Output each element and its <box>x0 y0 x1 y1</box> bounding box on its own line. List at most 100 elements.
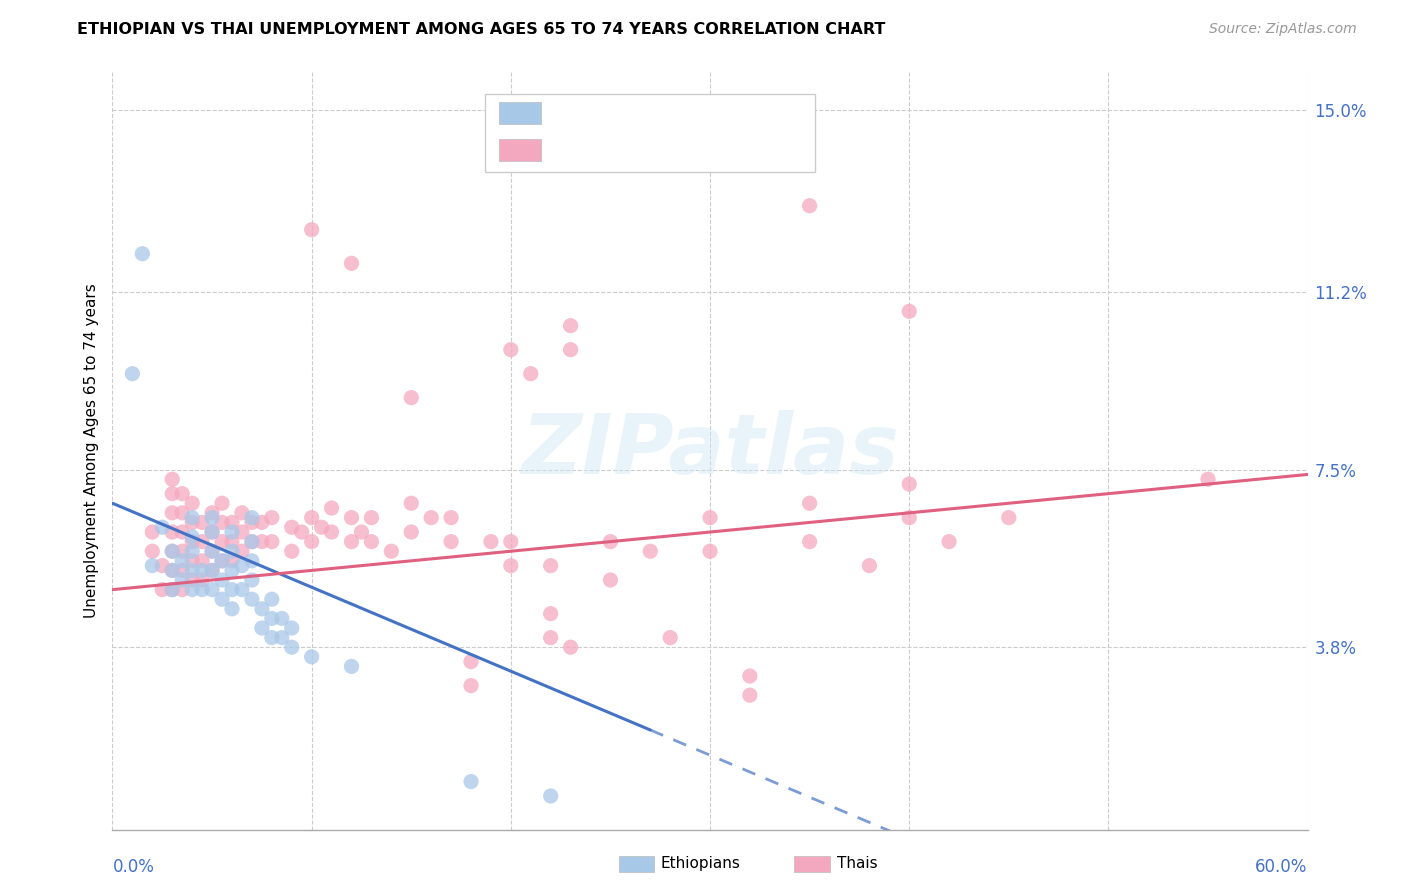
Point <box>858 558 880 573</box>
Point <box>479 534 502 549</box>
Point <box>260 510 283 524</box>
Point <box>560 318 582 333</box>
Point <box>172 544 194 558</box>
Point <box>162 524 183 539</box>
Point <box>231 544 253 558</box>
Point <box>172 573 194 587</box>
Point <box>440 510 463 524</box>
Point <box>141 524 163 539</box>
Point <box>360 534 382 549</box>
Point <box>301 223 323 237</box>
Point <box>311 520 333 534</box>
Point <box>380 544 402 558</box>
Text: 0.221: 0.221 <box>598 141 657 159</box>
Text: -0.354: -0.354 <box>598 104 657 122</box>
Point <box>799 534 821 549</box>
Point <box>340 534 363 549</box>
Point <box>231 506 253 520</box>
Point <box>938 534 960 549</box>
Point <box>162 486 183 500</box>
Point <box>401 391 423 405</box>
Point <box>240 592 263 607</box>
Point <box>301 510 323 524</box>
Point <box>250 621 273 635</box>
Point <box>211 592 233 607</box>
Point <box>460 679 482 693</box>
Point <box>340 659 363 673</box>
Text: ZIPatlas: ZIPatlas <box>522 410 898 491</box>
Point <box>281 640 304 655</box>
Point <box>560 343 582 357</box>
Point <box>599 534 621 549</box>
Point <box>898 304 921 318</box>
Point <box>231 558 253 573</box>
Point <box>540 789 562 803</box>
Point <box>240 516 263 530</box>
Point <box>321 524 343 539</box>
Point <box>150 582 173 597</box>
Point <box>799 199 821 213</box>
Point <box>162 472 183 486</box>
Point <box>201 582 224 597</box>
Point <box>240 573 263 587</box>
Point <box>201 563 224 577</box>
Text: R =: R = <box>555 104 592 122</box>
Text: Source: ZipAtlas.com: Source: ZipAtlas.com <box>1209 22 1357 37</box>
Point <box>360 510 382 524</box>
Point <box>221 602 243 616</box>
Point <box>499 343 522 357</box>
Point <box>181 534 204 549</box>
Point <box>191 582 214 597</box>
Point <box>221 544 243 558</box>
Point <box>240 534 263 549</box>
Point <box>221 563 243 577</box>
Point <box>191 563 214 577</box>
Point <box>131 246 153 260</box>
Text: 96: 96 <box>713 141 735 159</box>
Point <box>162 544 183 558</box>
Point <box>141 558 163 573</box>
Point <box>211 554 233 568</box>
Point <box>250 516 273 530</box>
Point <box>162 544 183 558</box>
Point <box>121 367 143 381</box>
Point <box>181 510 204 524</box>
Point <box>640 544 662 558</box>
Point <box>350 524 373 539</box>
Point <box>898 477 921 491</box>
Point <box>211 516 233 530</box>
Point <box>150 520 173 534</box>
Point <box>460 774 482 789</box>
Point <box>260 611 283 625</box>
Point <box>201 544 224 558</box>
Point <box>201 524 224 539</box>
Point <box>181 554 204 568</box>
Point <box>172 554 194 568</box>
Point <box>401 496 423 510</box>
Point <box>221 582 243 597</box>
Text: 0.0%: 0.0% <box>112 858 155 876</box>
Point <box>172 486 194 500</box>
Point <box>221 516 243 530</box>
Point <box>181 530 204 544</box>
Text: Ethiopians: Ethiopians <box>661 856 741 871</box>
Point <box>499 558 522 573</box>
Point <box>211 496 233 510</box>
Point <box>181 544 204 558</box>
Point <box>172 582 194 597</box>
Text: ETHIOPIAN VS THAI UNEMPLOYMENT AMONG AGES 65 TO 74 YEARS CORRELATION CHART: ETHIOPIAN VS THAI UNEMPLOYMENT AMONG AGE… <box>77 22 886 37</box>
Point <box>699 510 721 524</box>
Text: N =: N = <box>661 104 709 122</box>
Point <box>998 510 1021 524</box>
Point <box>221 524 243 539</box>
Text: Thais: Thais <box>837 856 877 871</box>
Point <box>162 563 183 577</box>
Point <box>540 558 562 573</box>
Text: 49: 49 <box>713 104 737 122</box>
Point <box>201 524 224 539</box>
Y-axis label: Unemployment Among Ages 65 to 74 years: Unemployment Among Ages 65 to 74 years <box>83 283 98 618</box>
Text: N =: N = <box>661 141 709 159</box>
Point <box>240 510 263 524</box>
Point <box>599 573 621 587</box>
Point <box>440 534 463 549</box>
